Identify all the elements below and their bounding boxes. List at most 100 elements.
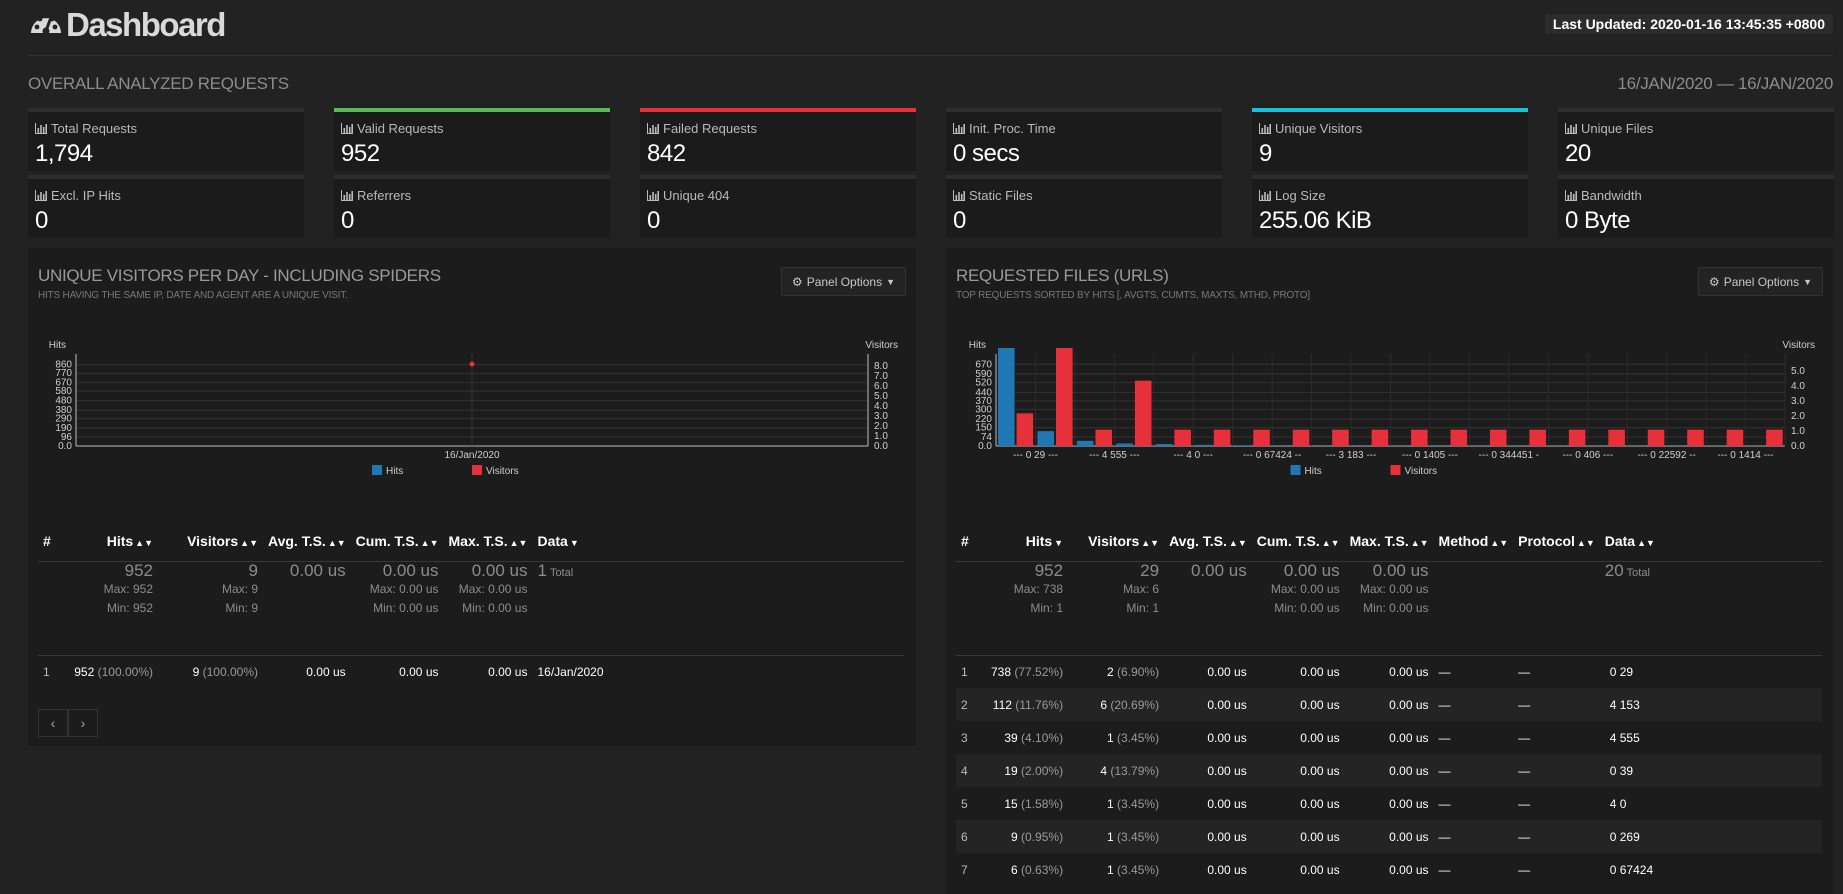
row-hits-value: 39 [1004,730,1018,745]
visitors-bar[interactable] [1411,429,1428,446]
visitors-bar[interactable] [1608,429,1625,446]
visitors-bar[interactable] [1766,429,1783,446]
row-hits: 15 (1.58%) [986,787,1068,820]
hits-bar[interactable] [998,348,1015,446]
table-row[interactable]: 3 39 (4.10%) 1 (3.45%) 0.00 us 0.00 us 0.00 u… [956,721,1822,754]
col-protocol[interactable]: Protocol ▲▼ [1513,521,1600,562]
visitors-bar[interactable] [1450,429,1468,446]
legend-visitors-label: Visitors [1405,466,1438,477]
visitors-bar[interactable] [1647,429,1665,446]
sort-icon: ▲▼ [420,537,439,548]
legend-hits-label: Hits [1305,466,1322,477]
panel-options-button[interactable]: ⚙ Panel Options ▼ [780,267,906,296]
col-method[interactable]: Method ▲▼ [1433,521,1514,562]
visitors-bar[interactable] [1489,429,1507,446]
y-tick-label: 290 [55,414,72,425]
summary-data-total: Total [1626,566,1650,579]
visitors-bar[interactable] [1095,429,1113,446]
row-hits: 19 (2.00%) [986,754,1069,787]
col-avg-ts[interactable]: Avg. T.S. ▲▼ [1164,521,1252,562]
row-cum-ts: 0.00 us [1251,754,1345,787]
visitors-bar[interactable] [1134,380,1152,446]
visitors-bar[interactable] [1371,429,1389,446]
row-visitors-value: 6 [1100,697,1108,712]
visitors-bar[interactable] [1213,429,1231,446]
col-visitors[interactable]: Visitors ▲▼ [158,521,263,562]
metric-card: Total Requests 1,794 [28,108,304,171]
summary-cum-min: Min: 0.00 us [373,600,439,615]
row-hits-value: 6 [1011,862,1018,877]
visitors-bar[interactable] [1292,429,1310,446]
x-tick-label: --- 3 183 --- [1326,450,1377,461]
y2-tick-label: 7.0 [874,371,888,382]
row-hits-value: 9 [1011,829,1018,844]
requested-files-panel: REQUESTED FILES (URLS) TOP REQUESTS SORT… [946,248,1833,894]
col-max-ts[interactable]: Max. T.S. ▲▼ [1344,521,1434,562]
y2-tick-label: 2.0 [1791,411,1805,422]
col-visitors[interactable]: Visitors ▲▼ [1068,521,1165,562]
y-tick-label: 370 [975,396,992,407]
row-visitors-value: 1 [1107,829,1114,844]
table-row[interactable]: 2 112 (11.76%) 6 (20.69%) 0.00 us 0.00 us 0.0… [956,688,1822,721]
row-hits-value: 19 [1004,763,1018,778]
hits-bar[interactable] [1037,431,1055,446]
visitors-bar[interactable] [1253,429,1270,446]
row-visitors-value: 1 [1107,730,1114,745]
table-row[interactable]: 1 738 (77.52%) 2 (6.90%) 0.00 us 0.00 us 0.00… [956,655,1822,688]
col-cum-ts[interactable]: Cum. T.S. ▲▼ [350,521,444,562]
visitors-bar[interactable] [1726,429,1744,446]
row-visitors-value: 9 [192,664,200,679]
visitors-bar[interactable] [1687,429,1704,446]
table-row[interactable]: 1 952 (100.00%) 9 (100.00%) 0.00 us 0.00 us 0… [38,655,904,688]
y-tick-label: 0.0 [978,441,992,452]
row-data: 16/Jan/2020 [537,664,604,679]
row-protocol: — [1513,820,1600,853]
visitors-bar[interactable] [1332,429,1349,446]
row-max-ts: 0.00 us [1389,862,1429,877]
row-hits-pct: (0.63%) [1021,862,1064,877]
y2-tick-label: 6.0 [874,381,888,392]
row-method: — [1433,754,1514,787]
col-data[interactable]: Data ▲▼ [1599,521,1822,562]
row-avg-ts: 0.00 us [1164,820,1252,853]
row-visitors-pct: (20.69%) [1110,697,1160,712]
y-tick-label: 380 [55,405,72,416]
legend-visitors-swatch [1390,465,1401,475]
hits-bar[interactable] [1155,444,1173,446]
row-index: 6 [956,820,986,853]
col-avg-ts[interactable]: Avg. T.S. ▲▼ [263,521,351,562]
panel-options-button[interactable]: ⚙ Panel Options ▼ [1697,267,1823,296]
hits-bar[interactable] [1116,443,1133,446]
metric-label-text: Unique Files [1581,121,1654,136]
visitors-bar[interactable] [1529,429,1546,446]
visitors-bar[interactable] [1568,429,1586,446]
visitors-bar[interactable] [1056,348,1073,446]
col-data[interactable]: Data ▼ [532,521,904,562]
table-row[interactable]: 5 15 (1.58%) 1 (3.45%) 0.00 us 0.00 us 0.00 u… [956,787,1822,820]
col-hits[interactable]: Hits ▼ [986,521,1069,562]
visitors-bar[interactable] [1016,413,1034,446]
col-max-ts[interactable]: Max. T.S. ▲▼ [443,521,533,562]
visitors-bar[interactable] [1174,429,1191,446]
next-page-button[interactable]: › [68,709,98,737]
row-max-ts: 0.00 us [1389,796,1429,811]
sort-icon: ▲▼ [1490,537,1509,548]
metric-card: Init. Proc. Time 0 secs [946,108,1222,171]
row-visitors: 1 (3.45%) [1068,721,1164,754]
col-hits[interactable]: Hits ▲▼ [68,521,158,562]
hits-bar[interactable] [1076,440,1094,446]
pagination: ‹ › [38,709,98,737]
row-avg-ts: 0.00 us [306,664,346,679]
prev-page-button[interactable]: ‹ [38,709,68,737]
hits-bar[interactable] [1234,445,1252,446]
row-method: — [1438,664,1451,679]
table-row[interactable]: 4 19 (2.00%) 4 (13.79%) 0.00 us 0.00 us 0.00 … [956,754,1822,787]
row-visitors: 1 (3.45%) [1068,820,1165,853]
row-method: — [1438,796,1451,811]
y-tick-label: 440 [975,387,992,398]
hits-bar[interactable] [1195,444,1212,446]
col-cum-ts[interactable]: Cum. T.S. ▲▼ [1251,521,1345,562]
metric-label: Log Size [1259,188,1326,203]
